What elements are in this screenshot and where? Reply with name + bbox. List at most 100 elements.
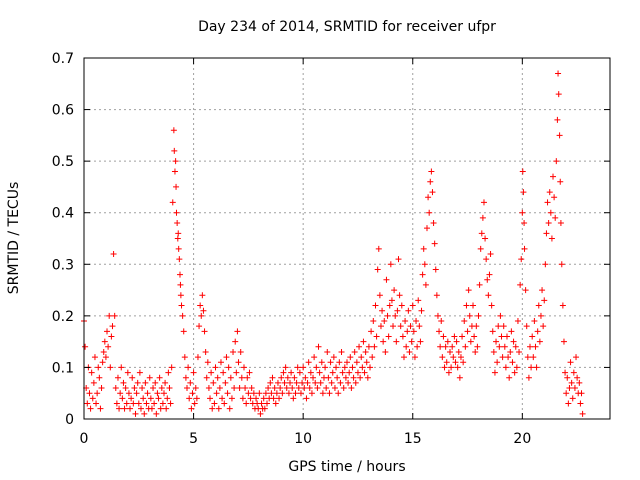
data-point bbox=[292, 390, 299, 397]
data-point bbox=[543, 230, 550, 237]
data-point bbox=[162, 379, 169, 386]
data-point bbox=[237, 348, 244, 355]
data-point bbox=[188, 405, 195, 412]
data-point bbox=[156, 374, 163, 381]
data-point bbox=[182, 374, 189, 381]
data-point bbox=[516, 348, 523, 355]
data-point bbox=[557, 220, 564, 227]
data-point bbox=[540, 323, 547, 330]
data-point bbox=[450, 354, 457, 361]
data-point bbox=[295, 385, 302, 392]
data-point bbox=[439, 354, 446, 361]
data-point bbox=[455, 348, 462, 355]
data-point bbox=[397, 323, 404, 330]
data-point bbox=[559, 302, 566, 309]
data-point bbox=[445, 369, 452, 376]
data-point bbox=[558, 261, 565, 268]
data-point bbox=[106, 312, 113, 319]
data-point bbox=[404, 328, 411, 335]
data-point bbox=[202, 348, 209, 355]
data-point bbox=[178, 302, 185, 309]
data-point bbox=[507, 348, 514, 355]
data-point bbox=[403, 343, 410, 350]
data-point bbox=[155, 395, 162, 402]
data-point bbox=[384, 312, 391, 319]
data-point bbox=[194, 354, 201, 361]
data-point bbox=[566, 385, 573, 392]
data-point bbox=[336, 359, 343, 366]
data-point bbox=[260, 395, 267, 402]
data-point bbox=[154, 390, 161, 397]
data-point bbox=[247, 395, 254, 402]
data-point bbox=[297, 390, 304, 397]
data-point bbox=[181, 354, 188, 361]
data-point bbox=[547, 209, 554, 216]
data-point bbox=[485, 292, 492, 299]
data-point bbox=[363, 359, 370, 366]
data-point bbox=[196, 323, 203, 330]
data-point bbox=[333, 364, 340, 371]
data-point bbox=[395, 256, 402, 263]
data-point bbox=[568, 379, 575, 386]
data-point bbox=[554, 116, 561, 123]
data-point bbox=[216, 385, 223, 392]
data-point bbox=[345, 379, 352, 386]
data-point bbox=[563, 390, 570, 397]
plot-frame bbox=[83, 57, 611, 420]
data-point bbox=[421, 261, 428, 268]
data-point bbox=[330, 354, 337, 361]
data-point bbox=[192, 385, 199, 392]
data-point bbox=[462, 343, 469, 350]
data-point bbox=[410, 328, 417, 335]
data-point bbox=[163, 405, 170, 412]
data-point bbox=[379, 307, 386, 314]
data-point bbox=[353, 359, 360, 366]
data-point bbox=[223, 354, 230, 361]
data-point bbox=[440, 333, 447, 340]
data-point bbox=[534, 328, 541, 335]
data-point bbox=[542, 261, 549, 268]
data-point bbox=[269, 374, 276, 381]
data-point bbox=[243, 400, 250, 407]
data-point bbox=[428, 168, 435, 175]
data-point bbox=[344, 359, 350, 366]
data-point bbox=[381, 318, 388, 325]
data-point bbox=[387, 261, 394, 268]
data-point bbox=[270, 395, 277, 402]
data-point bbox=[119, 395, 126, 402]
data-point bbox=[482, 235, 489, 242]
data-point bbox=[322, 364, 329, 371]
data-point bbox=[498, 333, 505, 340]
data-point bbox=[305, 359, 312, 366]
data-point bbox=[135, 400, 142, 407]
data-point bbox=[415, 297, 422, 304]
data-point bbox=[302, 374, 309, 381]
data-point bbox=[348, 385, 355, 392]
data-point bbox=[157, 405, 164, 412]
data-point bbox=[361, 369, 368, 376]
data-point bbox=[225, 364, 232, 371]
data-point bbox=[245, 390, 252, 397]
data-point bbox=[399, 333, 406, 340]
data-point bbox=[203, 374, 210, 381]
data-point bbox=[129, 374, 136, 381]
data-point bbox=[374, 266, 381, 273]
data-point bbox=[512, 343, 519, 350]
data-point bbox=[426, 209, 433, 216]
data-point bbox=[171, 147, 178, 154]
data-point bbox=[133, 390, 140, 397]
data-point bbox=[257, 410, 264, 417]
x-axis-label: GPS time / hours bbox=[288, 459, 405, 475]
data-point bbox=[528, 364, 535, 371]
data-point bbox=[380, 338, 387, 345]
data-point bbox=[142, 379, 149, 386]
data-point bbox=[398, 302, 405, 309]
data-point bbox=[383, 276, 390, 283]
data-point bbox=[413, 318, 420, 325]
data-point bbox=[166, 385, 173, 392]
data-point bbox=[346, 369, 353, 376]
data-point bbox=[227, 374, 234, 381]
data-point bbox=[409, 302, 416, 309]
data-point bbox=[369, 354, 376, 361]
data-point bbox=[456, 374, 463, 381]
